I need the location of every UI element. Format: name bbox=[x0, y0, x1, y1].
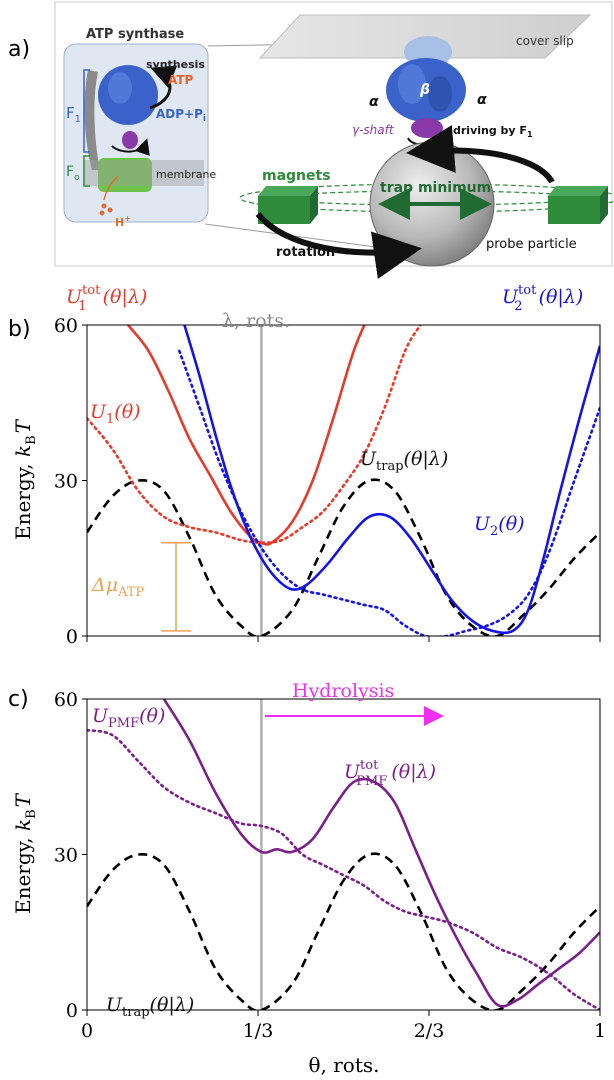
u2tot-label: Utot 2 (θ|λ) bbox=[502, 283, 583, 314]
hydrolysis-label: Hydrolysis bbox=[292, 680, 394, 702]
lambda-axis-label: λ, rots. bbox=[222, 310, 290, 332]
chart-c-axes bbox=[86, 698, 601, 1011]
ylabel-b: Energy, kBT bbox=[11, 418, 39, 540]
series-trap-line bbox=[87, 478, 600, 636]
alpha-right-label: α bbox=[477, 92, 487, 108]
ytick-label: 30 bbox=[54, 471, 78, 493]
synthesis-label: synthesis bbox=[146, 58, 205, 71]
ytick-label: 0 bbox=[66, 626, 78, 648]
xtick-label: 1 bbox=[594, 1020, 606, 1042]
beta-label: β bbox=[419, 82, 430, 98]
ytick-label: 60 bbox=[54, 689, 78, 711]
upmf-label: UPMF(θ) bbox=[92, 705, 165, 731]
u2-label: U2(θ) bbox=[474, 513, 525, 539]
xtick-label: 0 bbox=[81, 1020, 93, 1042]
proton-path bbox=[103, 175, 119, 201]
stator-stalk bbox=[84, 70, 100, 170]
ylabel-c: Energy, kBT bbox=[11, 792, 39, 914]
driving-label: driving by F1 bbox=[453, 124, 533, 139]
inset-gamma bbox=[122, 131, 138, 149]
top-rotation-arrow bbox=[406, 125, 555, 184]
delta-mu-label: ΔμATP bbox=[91, 574, 144, 600]
ytick-label: 60 bbox=[54, 315, 78, 337]
cover-slip-label: cover slip bbox=[516, 34, 574, 48]
series-u1tot-line bbox=[127, 325, 366, 546]
ytick-label: 0 bbox=[66, 1000, 78, 1022]
synthesis-arrow bbox=[149, 65, 178, 110]
chart-b-axes bbox=[86, 324, 601, 637]
utrap-label-b: Utrap(θ|λ) bbox=[360, 448, 448, 474]
panel-label-c: c) bbox=[8, 687, 29, 712]
panel-label-a: a) bbox=[8, 37, 30, 62]
trap-minimum-label: trap minimum bbox=[380, 180, 491, 196]
utrap-label-c: Utrap(θ|λ) bbox=[106, 994, 194, 1020]
panel-label-b: b) bbox=[8, 317, 31, 342]
series-u1-line bbox=[87, 325, 422, 545]
series-trap-line bbox=[87, 852, 600, 1010]
rotation-label: rotation bbox=[276, 245, 335, 260]
axes-frame bbox=[86, 698, 601, 1011]
alpha-left-label: α bbox=[369, 94, 379, 110]
rotation-arrow-small bbox=[111, 138, 150, 156]
xtick-label: 2/3 bbox=[414, 1020, 445, 1042]
bottom-rotation-arrow bbox=[255, 212, 422, 279]
series-upmftot-line bbox=[162, 699, 600, 1008]
u1-label: U1(θ) bbox=[90, 401, 141, 427]
upmftot-label: Utot PMF (θ|λ) bbox=[344, 758, 436, 789]
schematic-frame bbox=[54, 1, 613, 267]
chart-c-series bbox=[87, 699, 600, 1010]
delta-mu-bracket bbox=[161, 541, 191, 632]
gamma-shaft-label: γ-shaft bbox=[352, 123, 395, 137]
membrane-band bbox=[84, 160, 204, 186]
chart-b-ticks: 0 30 60 bbox=[54, 315, 601, 648]
ytick-label: 30 bbox=[54, 845, 78, 867]
schematic-panel: a) ATP synthase F1 Fo synthesis ATP ADP+… bbox=[8, 1, 614, 279]
xtick-label: 1/3 bbox=[243, 1020, 274, 1042]
axes-frame bbox=[86, 324, 601, 637]
gamma-shaft-shape bbox=[411, 118, 443, 138]
xlabel-c: θ, rots. bbox=[308, 1053, 379, 1077]
adp-label: ADP+Pi bbox=[156, 107, 206, 124]
series-u2tot-line bbox=[183, 325, 600, 635]
membrane-label: membrane bbox=[156, 168, 216, 181]
chart-c-ticks: 0 30 60 0 1/3 2/3 1 bbox=[54, 689, 606, 1042]
atp-label: ATP bbox=[168, 73, 194, 87]
series-upmf-line bbox=[87, 728, 600, 1010]
probe-particle-label: probe particle bbox=[486, 237, 577, 252]
fo-label: Fo bbox=[66, 164, 80, 183]
u1tot-label: Utot 1 (θ|λ) bbox=[66, 283, 147, 314]
series-u2-line bbox=[178, 349, 600, 636]
magnets-label: magnets bbox=[262, 168, 331, 184]
proton-label: H+ bbox=[115, 214, 131, 229]
chart-c: c) 0 30 60 0 1/3 2/3 1 Hydrolysis UPMF(θ) Utot… bbox=[8, 680, 606, 1077]
chart-b-series bbox=[87, 325, 600, 636]
magnet-right bbox=[548, 196, 600, 224]
inset-title: ATP synthase bbox=[86, 27, 184, 42]
f1-label: F1 bbox=[66, 104, 81, 125]
